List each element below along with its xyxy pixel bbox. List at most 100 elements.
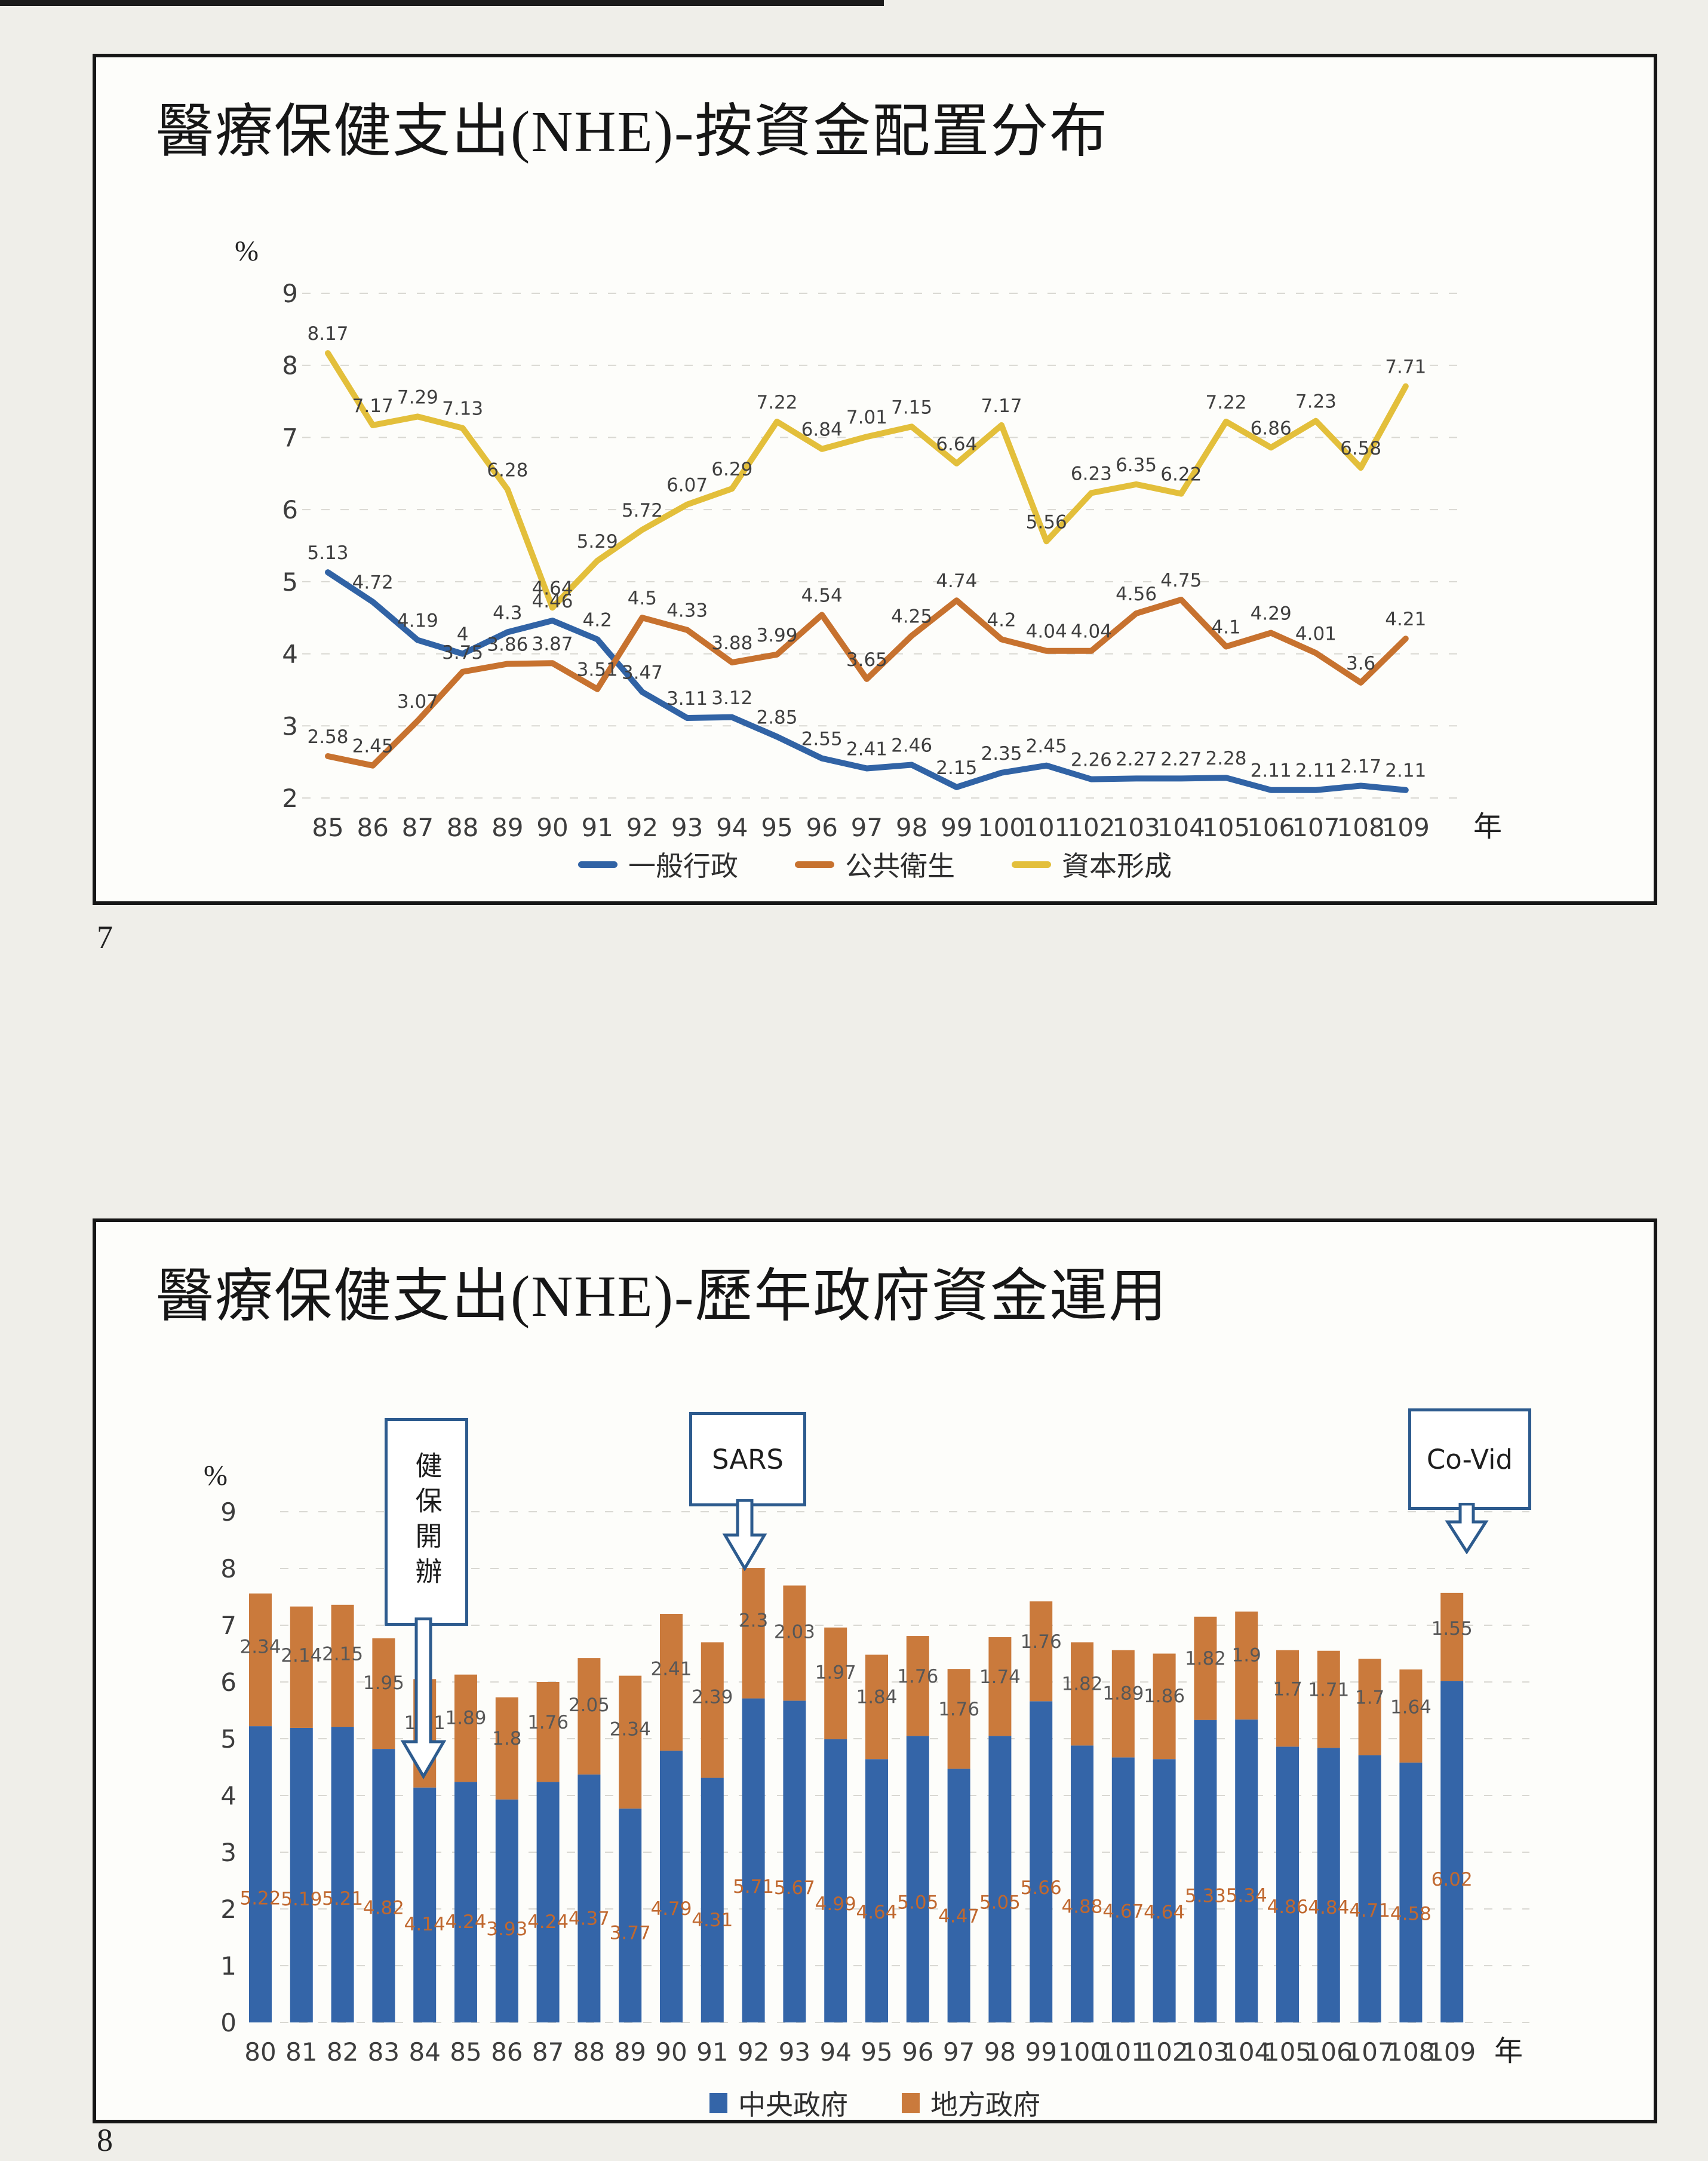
down-arrow-icon [400,1617,447,1779]
data-label-series-0: 4.46 [532,591,573,612]
x-axis-tick: 88 [447,813,478,842]
bar-segment-local-gov [1276,1650,1299,1747]
legend-marker-icon [709,2093,727,2113]
x-axis-tick: 80 [244,2037,276,2067]
x-axis-tick: 101 [1099,2037,1147,2067]
data-label-series-1: 4.33 [666,600,708,622]
data-label-central-gov: 4.14 [404,1914,446,1935]
data-label-series-1: 3.65 [846,649,887,671]
x-axis-tick: 106 [1305,2037,1353,2067]
legend-item-0: 一般行政 [578,845,738,884]
x-axis-tick: 92 [738,2037,769,2067]
data-label-central-gov: 6.02 [1431,1869,1473,1890]
data-label-central-gov: 4.84 [1308,1897,1349,1918]
data-label-series-2: 6.29 [711,459,752,480]
x-axis-tick: 108 [1337,813,1385,842]
chart2-legend: 中央政府 地方政府 [96,2083,1654,2123]
data-label-central-gov: 5.05 [897,1892,938,1914]
data-label-central-gov: 3.93 [486,1918,527,1940]
data-label-series-2: 7.29 [397,386,438,408]
x-axis-tick: 104 [1157,813,1205,842]
data-label-series-0: 2.27 [1116,748,1157,770]
y-axis-tick: 5 [282,567,298,597]
data-label-series-0: 2.46 [891,735,932,756]
bar-segment-local-gov [1071,1642,1093,1746]
bar-segment-central-gov [1153,1759,1176,2022]
data-label-series-2: 6.64 [936,434,977,455]
data-label-local-gov: 1.7 [1273,1678,1302,1700]
bar-segment-central-gov [906,1736,929,2022]
callout-sars: SARS [689,1412,806,1506]
data-label-central-gov: 5.22 [239,1888,281,1910]
data-label-local-gov: 1.82 [1061,1674,1102,1695]
data-label-local-gov: 2.14 [281,1645,322,1666]
callout-nhi-launch: 健保開辦 [385,1418,468,1626]
data-label-series-2: 6.28 [487,459,528,481]
legend-label: 一般行政 [628,851,738,882]
data-label-local-gov: 2.34 [239,1637,281,1658]
x-axis-tick: 106 [1247,813,1295,842]
data-label-series-0: 2.11 [1385,760,1426,782]
bar-segment-local-gov [906,1636,929,1736]
x-axis-tick: 89 [614,2037,646,2067]
data-label-central-gov: 4.88 [1061,1896,1102,1917]
data-label-series-0: 2.28 [1205,748,1246,769]
data-label-local-gov: 1.9 [1232,1644,1261,1666]
x-axis-tick: 105 [1202,813,1250,842]
bar-segment-local-gov [1235,1611,1258,1720]
y-axis-unit: % [204,1460,228,1491]
data-label-series-0: 4.2 [583,609,612,631]
data-label-series-2: 7.22 [1205,392,1246,413]
x-axis-tick: 109 [1428,2037,1476,2067]
data-label-central-gov: 4.64 [856,1902,897,1923]
data-label-local-gov: 1.76 [1021,1631,1062,1653]
data-label-series-2: 7.23 [1295,391,1337,413]
bar-segment-central-gov [1111,1757,1135,2022]
bar-segment-central-gov [1358,1755,1381,2022]
data-label-series-2: 5.72 [622,500,663,521]
data-label-series-2: 6.58 [1340,438,1381,459]
data-label-local-gov: 1.95 [363,1672,404,1694]
data-label-central-gov: 4.79 [650,1898,692,1920]
bar-segment-local-gov [1111,1650,1135,1758]
x-axis-unit: 年 [1473,811,1502,843]
bar-segment-central-gov [413,1787,437,2022]
bar-segment-central-gov [1276,1746,1299,2022]
x-axis-tick: 92 [626,813,658,842]
y-axis-tick: 6 [282,495,298,524]
data-label-central-gov: 5.19 [281,1889,322,1910]
data-label-series-2: 7.01 [846,407,887,428]
data-label-series-1: 4.75 [1160,570,1202,591]
x-axis-tick: 104 [1222,2037,1270,2067]
x-axis-tick: 90 [536,813,568,842]
data-label-series-1: 4.54 [801,585,843,606]
x-axis-tick: 93 [779,2037,810,2067]
data-label-series-1: 4.56 [1116,584,1157,605]
down-arrow-sars [722,1499,767,1571]
data-label-series-2: 8.17 [307,323,348,345]
x-axis-tick: 87 [402,813,434,842]
data-label-series-0: 2.17 [1340,756,1381,777]
down-arrow-nhi-launch [400,1617,447,1779]
x-axis-tick: 97 [943,2037,975,2067]
data-label-series-1: 4.2 [987,609,1016,631]
bar-segment-central-gov [783,1700,806,2022]
bar-segment-central-gov [660,1750,683,2022]
y-axis-tick: 2 [282,784,298,813]
data-label-central-gov: 3.77 [610,1923,651,1944]
bar-segment-central-gov [619,1808,642,2022]
data-label-series-1: 3.88 [711,633,752,654]
y-axis-unit: % [235,235,259,267]
x-axis-tick: 101 [1022,813,1070,842]
data-label-central-gov: 4.58 [1390,1903,1431,1924]
bar-segment-local-gov [1317,1650,1340,1748]
data-label-series-1: 3.87 [532,633,573,655]
bar-segment-central-gov [865,1759,888,2022]
data-label-local-gov: 1.74 [979,1666,1021,1688]
data-label-series-0: 2.41 [846,739,887,760]
data-label-local-gov: 2.03 [774,1622,815,1643]
x-axis-tick: 85 [312,813,343,842]
data-label-series-0: 2.55 [801,729,843,750]
legend-item-1: 公共衛生 [795,845,955,884]
